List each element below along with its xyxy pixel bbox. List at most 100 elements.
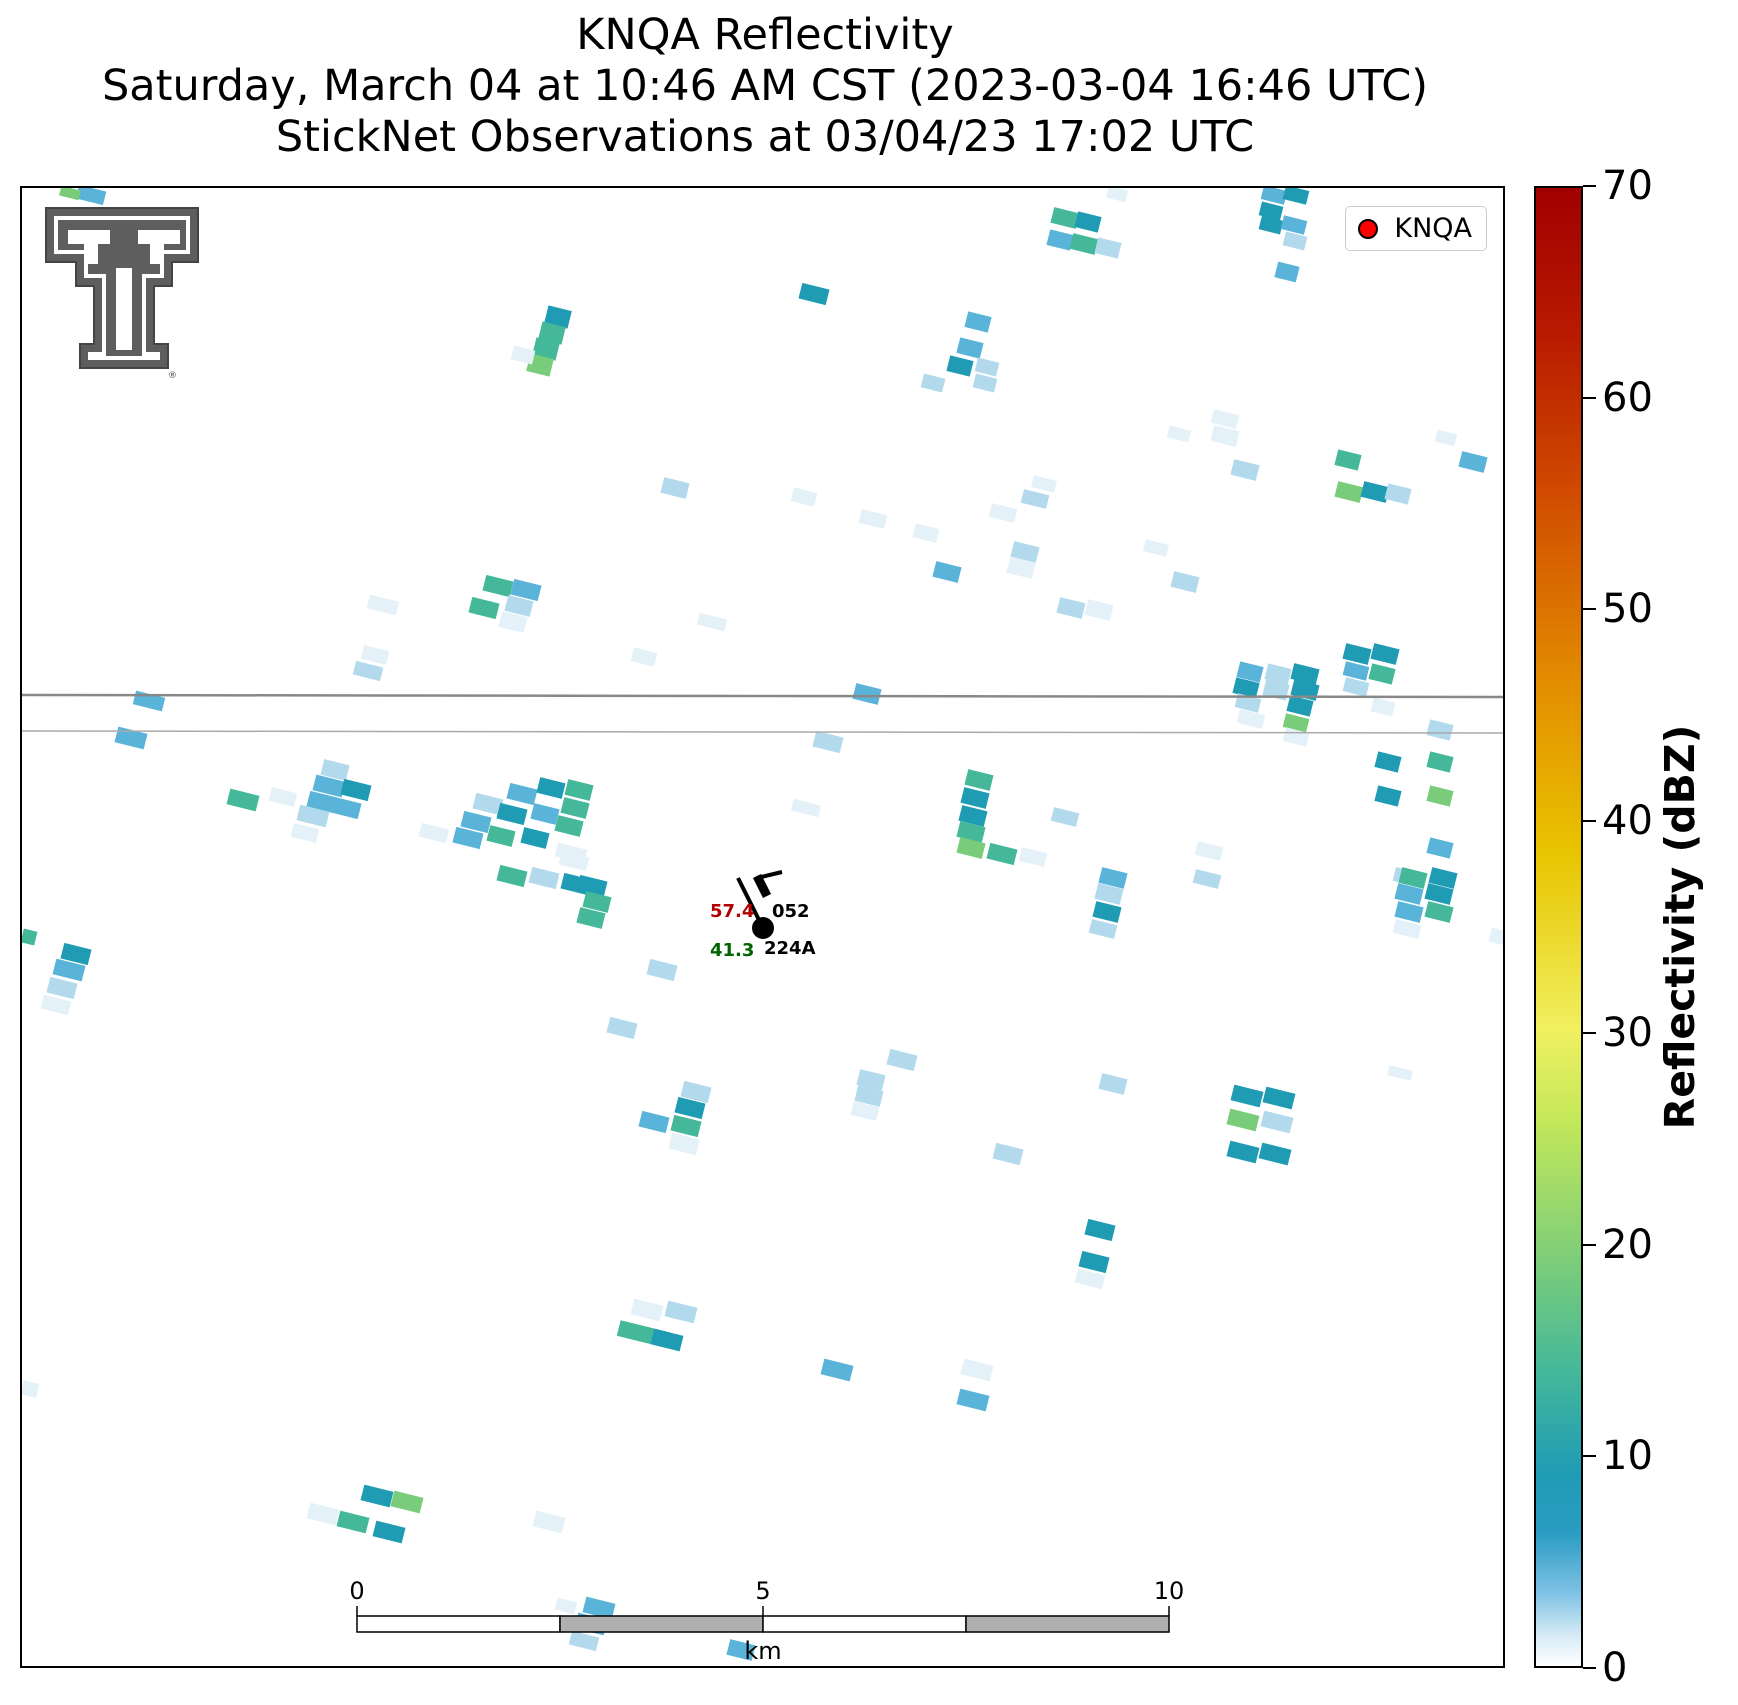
reflectivity-gate	[1030, 475, 1058, 493]
radar-map[interactable]: 57.4 052 41.3 224A 0 5 10 km ®	[20, 186, 1505, 1668]
reflectivity-gate	[1280, 215, 1308, 235]
reflectivity-gate	[560, 797, 590, 819]
reflectivity-gate	[1226, 1140, 1260, 1164]
reflectivity-echoes	[22, 188, 1503, 1661]
reflectivity-gate	[290, 823, 320, 843]
reflectivity-gate	[1260, 1110, 1294, 1134]
reflectivity-gate	[964, 311, 992, 333]
reflectivity-gate	[1424, 901, 1454, 923]
reflectivity-gate	[1394, 901, 1424, 923]
reflectivity-gate	[812, 730, 844, 754]
reflectivity-gate	[498, 611, 528, 633]
reflectivity-gate	[1194, 841, 1224, 861]
reflectivity-gate	[582, 1596, 616, 1620]
reflectivity-gate	[554, 815, 584, 837]
colorbar-tick	[1583, 820, 1596, 823]
reflectivity-gate	[696, 612, 728, 632]
colorbar-tick-label: 70	[1602, 163, 1653, 209]
reflectivity-gate	[568, 1630, 600, 1652]
reflectivity-gate	[1458, 451, 1488, 473]
reflectivity-gate	[226, 788, 260, 812]
reflectivity-gate	[330, 796, 362, 820]
colorbar-tick	[1583, 1667, 1596, 1669]
wind-barb-flag	[752, 873, 772, 899]
reflectivity-gate	[956, 837, 986, 859]
reflectivity-gate	[506, 782, 538, 806]
reflectivity-gate	[530, 803, 560, 825]
reflectivity-gate	[366, 594, 400, 616]
colorbar-tick-label: 10	[1602, 1433, 1653, 1480]
reflectivity-gate	[576, 874, 608, 898]
reflectivity-gate	[22, 1380, 40, 1398]
reflectivity-gate	[960, 787, 990, 809]
reflectivity-gate	[1384, 483, 1412, 505]
reflectivity-gate	[1192, 869, 1222, 889]
reflectivity-gate	[1020, 489, 1050, 509]
legend-label: KNQA	[1394, 213, 1472, 244]
reflectivity-gate	[960, 1358, 994, 1382]
reflectivity-gate	[1258, 1142, 1292, 1166]
reflectivity-gate	[1360, 481, 1390, 503]
colorbar-tick-label: 20	[1602, 1221, 1653, 1268]
reflectivity-gate	[132, 690, 166, 712]
reflectivity-gate	[22, 928, 38, 946]
reflectivity-gate	[726, 1639, 756, 1661]
reflectivity-gate	[1142, 539, 1170, 557]
reflectivity-gate	[1230, 1084, 1264, 1108]
reflectivity-gate	[854, 1085, 884, 1107]
colorbar-tick	[1583, 608, 1596, 611]
reflectivity-gate	[798, 282, 830, 306]
station-id-lower: 224A	[764, 938, 816, 959]
reflectivity-gate	[532, 1510, 566, 1534]
reflectivity-gate	[972, 373, 998, 393]
colorbar-tick	[1583, 1031, 1596, 1034]
scale-label-0: 0	[349, 1577, 364, 1605]
reflectivity-gate	[1078, 1250, 1110, 1274]
reflectivity-gate	[1210, 425, 1240, 447]
reflectivity-gate	[856, 1069, 886, 1091]
reflectivity-gate	[75, 188, 107, 206]
reflectivity-gate	[1084, 599, 1114, 621]
reflectivity-gate	[858, 509, 888, 529]
reflectivity-gate	[582, 891, 612, 913]
reflectivity-gate	[336, 1510, 370, 1534]
reflectivity-gate	[1088, 919, 1118, 939]
reflectivity-gate	[1428, 867, 1458, 889]
reflectivity-gate	[538, 321, 566, 345]
reflectivity-gate	[1105, 188, 1129, 203]
double-t-logo-icon: ®	[44, 206, 204, 400]
reflectivity-gate	[958, 805, 988, 827]
station-plot[interactable]: 57.4 052 41.3 224A	[710, 870, 816, 961]
reflectivity-gate	[820, 1358, 854, 1382]
reflectivity-gate	[554, 1597, 578, 1615]
reflectivity-gate	[486, 825, 516, 847]
reflectivity-gate	[296, 804, 330, 828]
reflectivity-gate	[668, 1132, 700, 1156]
reflectivity-gate	[680, 1080, 712, 1104]
dewpoint-value: 41.3	[710, 940, 754, 961]
reflectivity-gate	[932, 561, 962, 583]
reflectivity-gate	[40, 994, 72, 1016]
reflectivity-gate	[472, 792, 504, 816]
reflectivity-gate	[974, 357, 1000, 377]
reflectivity-gate	[1342, 677, 1370, 697]
reflectivity-gate	[360, 1484, 394, 1508]
reflectivity-gate	[664, 1300, 698, 1324]
reflectivity-gate	[1262, 1086, 1296, 1110]
reflectivity-gate	[1098, 1073, 1128, 1095]
reflectivity-gate	[528, 866, 560, 890]
colorbar-tick-label: 0	[1602, 1645, 1628, 1691]
colorbar-tick-label: 40	[1602, 798, 1653, 845]
reflectivity-gate	[1210, 409, 1240, 429]
reflectivity-gate	[1374, 785, 1402, 807]
reflectivity-gate	[964, 769, 994, 791]
title-line-1: KNQA Reflectivity	[576, 10, 954, 60]
reflectivity-gate	[1394, 883, 1424, 905]
reflectivity-gate	[1236, 709, 1266, 729]
reflectivity-gate	[1166, 425, 1192, 443]
reflectivity-gate	[1282, 713, 1310, 733]
scale-label-10: 10	[1154, 1577, 1185, 1605]
reflectivity-gate	[1074, 211, 1102, 233]
reflectivity-gate	[1234, 693, 1262, 713]
colorbar-tick	[1583, 1243, 1596, 1246]
